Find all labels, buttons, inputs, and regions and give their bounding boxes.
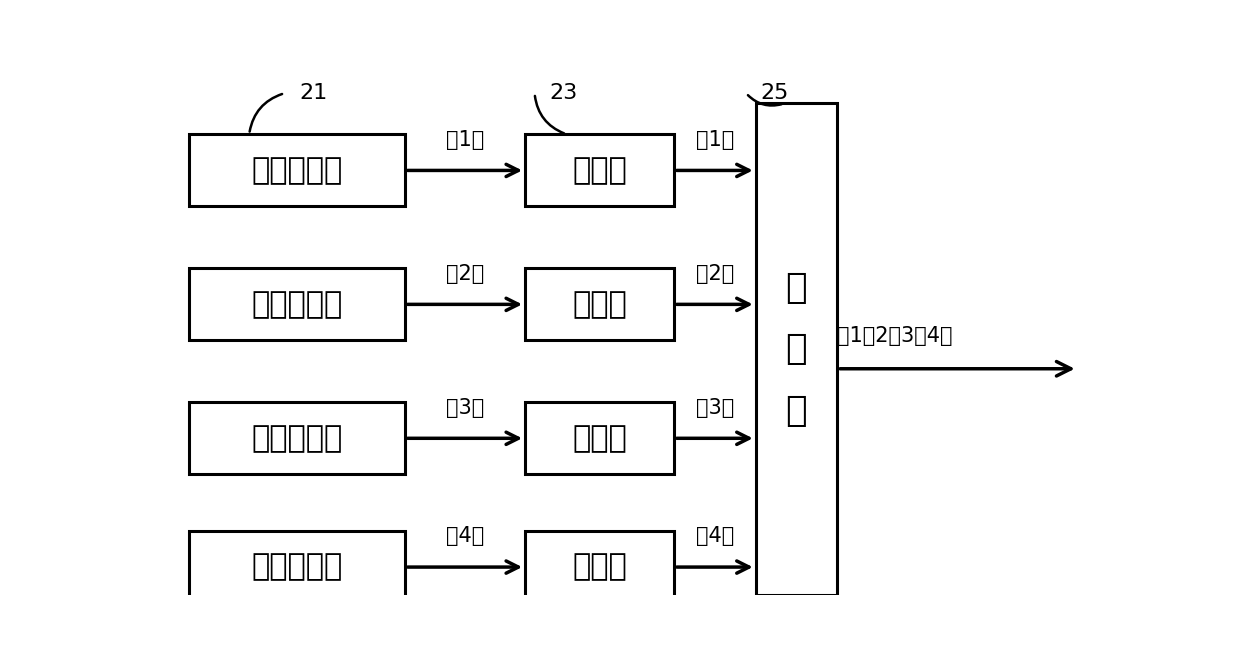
Text: （2）: （2） xyxy=(446,264,484,284)
Text: 信号生成器: 信号生成器 xyxy=(252,290,342,319)
Bar xyxy=(188,402,404,474)
Text: （4）: （4） xyxy=(446,527,484,547)
Bar xyxy=(525,268,675,341)
Text: （1）: （1） xyxy=(696,130,734,150)
Text: （3）: （3） xyxy=(696,397,734,417)
Text: 信号生成器: 信号生成器 xyxy=(252,423,342,453)
Bar xyxy=(188,134,404,207)
Text: 21: 21 xyxy=(299,83,327,103)
Text: 23: 23 xyxy=(549,83,578,103)
Text: 合: 合 xyxy=(786,271,807,304)
Bar xyxy=(188,531,404,603)
Text: 编码器: 编码器 xyxy=(572,290,627,319)
Bar xyxy=(525,402,675,474)
Bar xyxy=(525,134,675,207)
Text: 25: 25 xyxy=(760,83,789,103)
Text: 器: 器 xyxy=(786,394,807,428)
Text: （2）: （2） xyxy=(696,264,734,284)
Text: 编码器: 编码器 xyxy=(572,156,627,185)
Text: 路: 路 xyxy=(786,332,807,367)
Bar xyxy=(525,531,675,603)
Text: 信号生成器: 信号生成器 xyxy=(252,553,342,581)
Text: （3）: （3） xyxy=(446,397,484,417)
Text: （4）: （4） xyxy=(696,527,734,547)
Text: （1）: （1） xyxy=(446,130,484,150)
Text: 编码器: 编码器 xyxy=(572,553,627,581)
Text: 信号生成器: 信号生成器 xyxy=(252,156,342,185)
Bar xyxy=(755,104,837,595)
Bar xyxy=(188,268,404,341)
Text: 编码器: 编码器 xyxy=(572,423,627,453)
Text: （1、2、3、4）: （1、2、3、4） xyxy=(837,326,952,346)
